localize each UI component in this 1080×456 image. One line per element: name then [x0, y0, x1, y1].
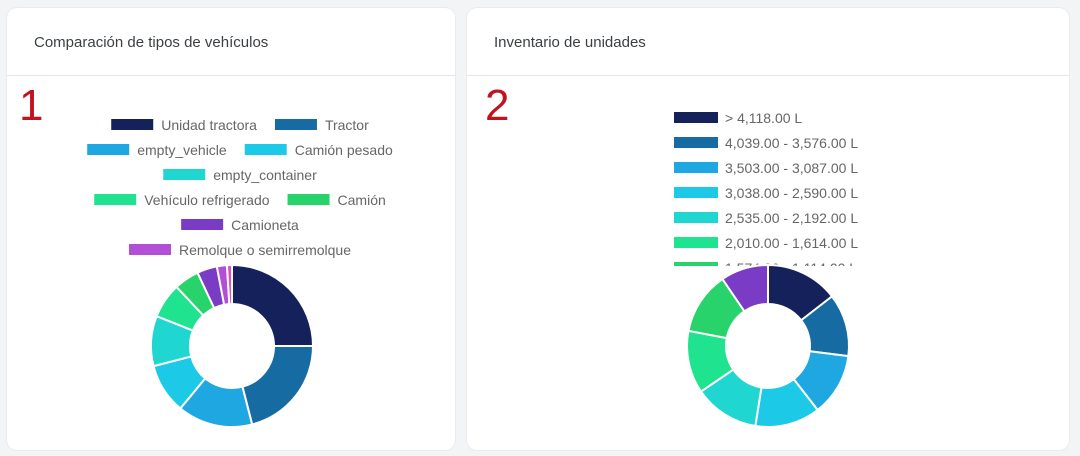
legend-label[interactable]: 3,038.00 - 2,590.00 L [725, 185, 858, 201]
legend-swatch[interactable] [674, 237, 718, 248]
legend-label[interactable]: Remolque o semirremolque [179, 242, 351, 258]
doughnut-slice[interactable] [231, 263, 315, 347]
legend-label[interactable]: 1,574.00 - 1,114.00 L [725, 260, 857, 276]
legend-swatch[interactable] [142, 269, 184, 280]
legend-label[interactable]: Vehículo refrigerado [144, 192, 270, 208]
legend-swatch[interactable] [244, 144, 287, 155]
legend-label[interactable]: empty_vehicle [137, 142, 227, 158]
legend-label[interactable]: 3,503.00 - 3,087.00 L [725, 160, 858, 176]
card-title: Inventario de unidades [467, 8, 1069, 76]
card-number: 1 [19, 81, 44, 130]
card-title: Comparación de tipos de vehículos [7, 8, 455, 76]
legend-label[interactable]: 2,535.00 - 2,192.00 L [725, 210, 858, 226]
legend-label[interactable]: Camioneta [231, 217, 299, 233]
legend-swatch[interactable] [111, 119, 154, 130]
unit-inventory-card: Inventario de unidades 2 > 4,118.00 L 4,0… [467, 8, 1069, 450]
legend-swatch[interactable] [94, 194, 137, 205]
legend-swatch[interactable] [674, 262, 718, 273]
doughnut-slice[interactable] [721, 263, 769, 313]
chart-legend: > 4,118.00 L 4,039.00 - 3,576.00 L 3,503.0… [674, 110, 858, 276]
legend-swatch[interactable] [674, 162, 718, 173]
vehicle-types-doughnut-chart: Unidad tractora Tractor empty_vehicle Camió… [87, 117, 393, 428]
legend-swatch[interactable] [674, 187, 718, 198]
legend-label[interactable]: Camión pesado [295, 142, 393, 158]
chart-slices [150, 263, 315, 428]
chart-legend: Unidad tractora Tractor empty_vehicle Camió… [87, 117, 393, 283]
unit-inventory-doughnut-chart: > 4,118.00 L 4,039.00 - 3,576.00 L 3,503.0… [674, 110, 858, 428]
legend-label[interactable]: Automóvil de pasajeros [192, 267, 338, 283]
legend-label[interactable]: Camión [338, 192, 386, 208]
chart-slices [686, 263, 850, 428]
legend-label[interactable]: 2,010.00 - 1,614.00 L [725, 235, 858, 251]
legend-label[interactable]: Tractor [325, 117, 369, 133]
legend-swatch[interactable] [129, 244, 172, 255]
legend-swatch[interactable] [674, 112, 718, 123]
doughnut-slice[interactable] [225, 263, 233, 306]
legend-label[interactable]: > 4,118.00 L [725, 110, 802, 126]
legend-swatch[interactable] [163, 169, 206, 180]
legend-swatch[interactable] [287, 194, 330, 205]
vehicle-types-card: Comparación de tipos de vehículos 1 Unid… [7, 8, 455, 450]
legend-swatch[interactable] [674, 212, 718, 223]
legend-swatch[interactable] [274, 119, 317, 130]
legend-swatch[interactable] [87, 144, 130, 155]
doughnut-slice[interactable] [241, 345, 315, 426]
legend-label[interactable]: empty_container [213, 167, 317, 183]
legend-swatch[interactable] [181, 219, 224, 230]
card-number: 2 [485, 81, 510, 130]
legend-swatch[interactable] [674, 137, 718, 148]
legend-label[interactable]: 4,039.00 - 3,576.00 L [725, 135, 858, 151]
legend-label[interactable]: Unidad tractora [161, 117, 257, 133]
